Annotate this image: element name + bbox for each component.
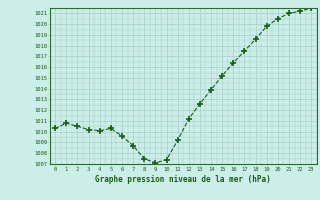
X-axis label: Graphe pression niveau de la mer (hPa): Graphe pression niveau de la mer (hPa) bbox=[95, 175, 271, 184]
